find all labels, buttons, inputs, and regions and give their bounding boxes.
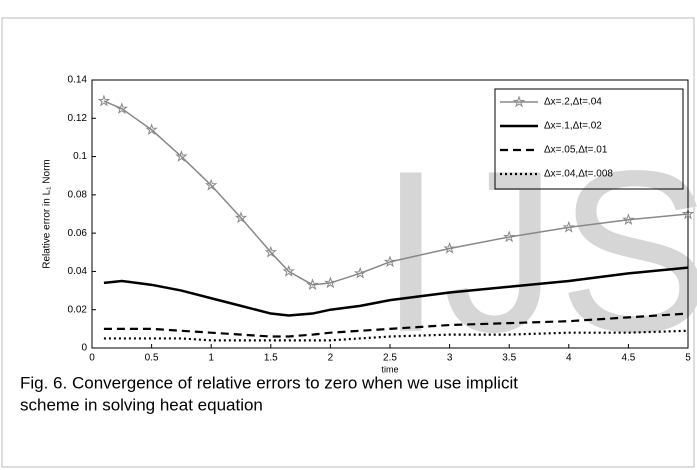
star-marker xyxy=(282,264,295,277)
x-tick-label: 3.5 xyxy=(502,353,516,364)
legend-box xyxy=(494,88,684,190)
star-marker xyxy=(234,211,248,224)
series-line xyxy=(103,266,689,317)
star-marker xyxy=(204,178,218,191)
star-marker xyxy=(353,266,367,279)
y-tick-label: 0.12 xyxy=(68,113,88,124)
star-marker xyxy=(175,150,188,162)
legend-label: Δx=.1,Δt=.02 xyxy=(544,121,602,132)
star-marker xyxy=(324,276,337,289)
series-line xyxy=(103,312,689,338)
figure-frame xyxy=(1,17,695,468)
y-tick-label: 0.06 xyxy=(68,228,88,239)
x-tick-label: 5 xyxy=(685,353,691,364)
star-marker xyxy=(443,241,456,254)
x-tick-label: 1 xyxy=(208,353,214,364)
y-tick-label: 0.1 xyxy=(73,151,87,162)
y-tick-label: 0.04 xyxy=(68,266,88,277)
star-marker xyxy=(622,213,635,226)
y-tick-label: 0 xyxy=(81,343,87,354)
caption-line: scheme in solving heat equation xyxy=(20,395,263,414)
watermark: IJS xyxy=(379,123,697,380)
x-tick-label: 3 xyxy=(447,353,453,364)
x-tick-label: 2.5 xyxy=(383,353,397,364)
y-tick-label: 0.14 xyxy=(68,75,88,86)
x-tick-label: 4.5 xyxy=(621,353,635,364)
y-tick-label: 0.02 xyxy=(68,304,88,315)
series-line xyxy=(103,100,689,286)
y-axis-label: Relative error in L₁ Norm xyxy=(42,159,53,269)
star-marker xyxy=(681,207,695,220)
legend-label: Δx=.04,Δt=.008 xyxy=(544,169,613,180)
star-marker xyxy=(383,255,397,268)
legend-label: Δx=.2,Δt=.04 xyxy=(544,97,602,108)
series-line xyxy=(103,329,689,342)
star-marker xyxy=(306,278,319,291)
legend-label: Δx=.05,Δt=.01 xyxy=(544,145,608,156)
star-marker xyxy=(562,220,576,233)
y-tick-label: 0.08 xyxy=(68,189,88,200)
x-tick-label: 0.5 xyxy=(145,353,159,364)
star-marker xyxy=(264,245,278,258)
x-tick-label: 0 xyxy=(89,353,95,364)
caption-line: Fig. 6. Convergence of relative errors t… xyxy=(20,373,518,392)
star-marker xyxy=(115,102,129,114)
x-tick-label: 1.5 xyxy=(264,353,278,364)
x-tick-label: 4 xyxy=(566,353,572,364)
star-marker xyxy=(145,123,158,136)
x-axis-label: time xyxy=(381,364,398,374)
legend-marker xyxy=(512,95,526,108)
star-marker xyxy=(502,230,516,243)
star-marker xyxy=(97,94,111,107)
x-tick-label: 2 xyxy=(328,353,334,364)
